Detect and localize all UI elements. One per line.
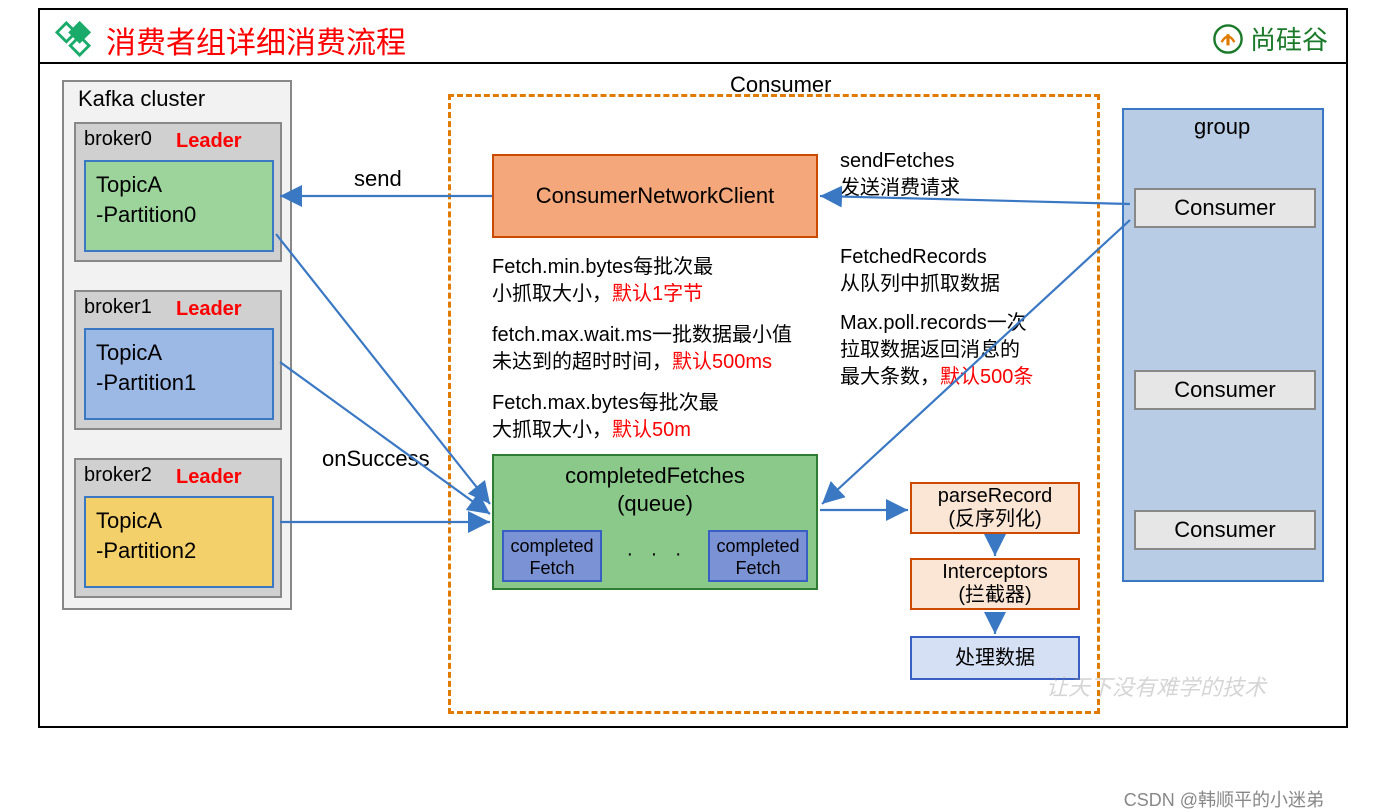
brand-logo: 尚硅谷: [1212, 20, 1328, 57]
broker2-label: broker2: [84, 464, 152, 487]
diamond-icon: [54, 20, 92, 58]
consumer-item-1: Consumer: [1134, 188, 1316, 228]
cfg-fetch-wait: fetch.max.wait.ms一批数据最小值 未达到的超时时间，默认500m…: [492, 322, 792, 376]
partition2-topic: TopicA: [96, 508, 162, 533]
interceptors-box: Interceptors(拦截器): [910, 558, 1080, 610]
cfg-fetch-max: Fetch.max.bytes每批次最 大抓取大小，默认50m: [492, 390, 719, 444]
completed-fetches-queue: completedFetches (queue) completed Fetch…: [492, 454, 818, 590]
csdn-credit: CSDN @韩顺平的小迷弟: [1124, 786, 1324, 812]
note-fetchedrecords: FetchedRecords 从队列中抓取数据: [840, 244, 1000, 298]
title-bar: 消费者组详细消费流程 尚硅谷: [40, 10, 1346, 64]
broker1-label: broker1: [84, 296, 152, 319]
cfg-fetch-min: Fetch.min.bytes每批次最 小抓取大小，默认1字节: [492, 254, 713, 308]
completed-fetch-item-2: completed Fetch: [708, 530, 808, 582]
partition1-part: -Partition1: [96, 370, 196, 395]
edge-label-send: send: [354, 166, 402, 192]
content-area: Kafka cluster broker0 Leader TopicA -Par…: [40, 64, 1346, 726]
diagram-frame: 消费者组详细消费流程 尚硅谷 Kafka cluster broker0 Lea…: [38, 8, 1348, 728]
consumer-network-client-box: ConsumerNetworkClient: [492, 154, 818, 238]
broker2-box: broker2 Leader TopicA -Partition2: [74, 458, 282, 598]
group-title: group: [1194, 114, 1250, 140]
partition1-topic: TopicA: [96, 340, 162, 365]
partition0-topic: TopicA: [96, 172, 162, 197]
note-maxpoll: Max.poll.records一次 拉取数据返回消息的 最大条数，默认500条: [840, 310, 1033, 391]
broker2-leader: Leader: [176, 466, 242, 489]
completed-fetch-item-1: completed Fetch: [502, 530, 602, 582]
partition2-box: TopicA -Partition2: [84, 496, 274, 588]
broker1-leader: Leader: [176, 298, 242, 321]
consumer-item-2: Consumer: [1134, 370, 1316, 410]
edge-label-onsuccess: onSuccess: [322, 446, 430, 472]
brand-text: 尚硅谷: [1250, 20, 1328, 57]
partition2-part: -Partition2: [96, 538, 196, 563]
page-title: 消费者组详细消费流程: [106, 18, 406, 62]
broker1-box: broker1 Leader TopicA -Partition1: [74, 290, 282, 430]
watermark-text: 让天下没有难学的技术: [1046, 670, 1266, 702]
parse-record-box: parseRecord(反序列化): [910, 482, 1080, 534]
consumer-group-box: group Consumer Consumer Consumer: [1122, 108, 1324, 582]
partition1-box: TopicA -Partition1: [84, 328, 274, 420]
broker0-box: broker0 Leader TopicA -Partition0: [74, 122, 282, 262]
broker0-label: broker0: [84, 128, 152, 151]
note-sendfetches: sendFetches 发送消费请求: [840, 148, 960, 202]
kafka-title: Kafka cluster: [78, 86, 205, 112]
kafka-cluster-box: Kafka cluster broker0 Leader TopicA -Par…: [62, 80, 292, 610]
cnc-label: ConsumerNetworkClient: [536, 183, 774, 209]
brand-icon: [1212, 23, 1244, 55]
queue-dots: · · ·: [624, 543, 690, 566]
broker0-leader: Leader: [176, 130, 242, 153]
consumer-item-3: Consumer: [1134, 510, 1316, 550]
partition0-part: -Partition0: [96, 202, 196, 227]
queue-title: completedFetches (queue): [494, 462, 816, 517]
partition0-box: TopicA -Partition0: [84, 160, 274, 252]
